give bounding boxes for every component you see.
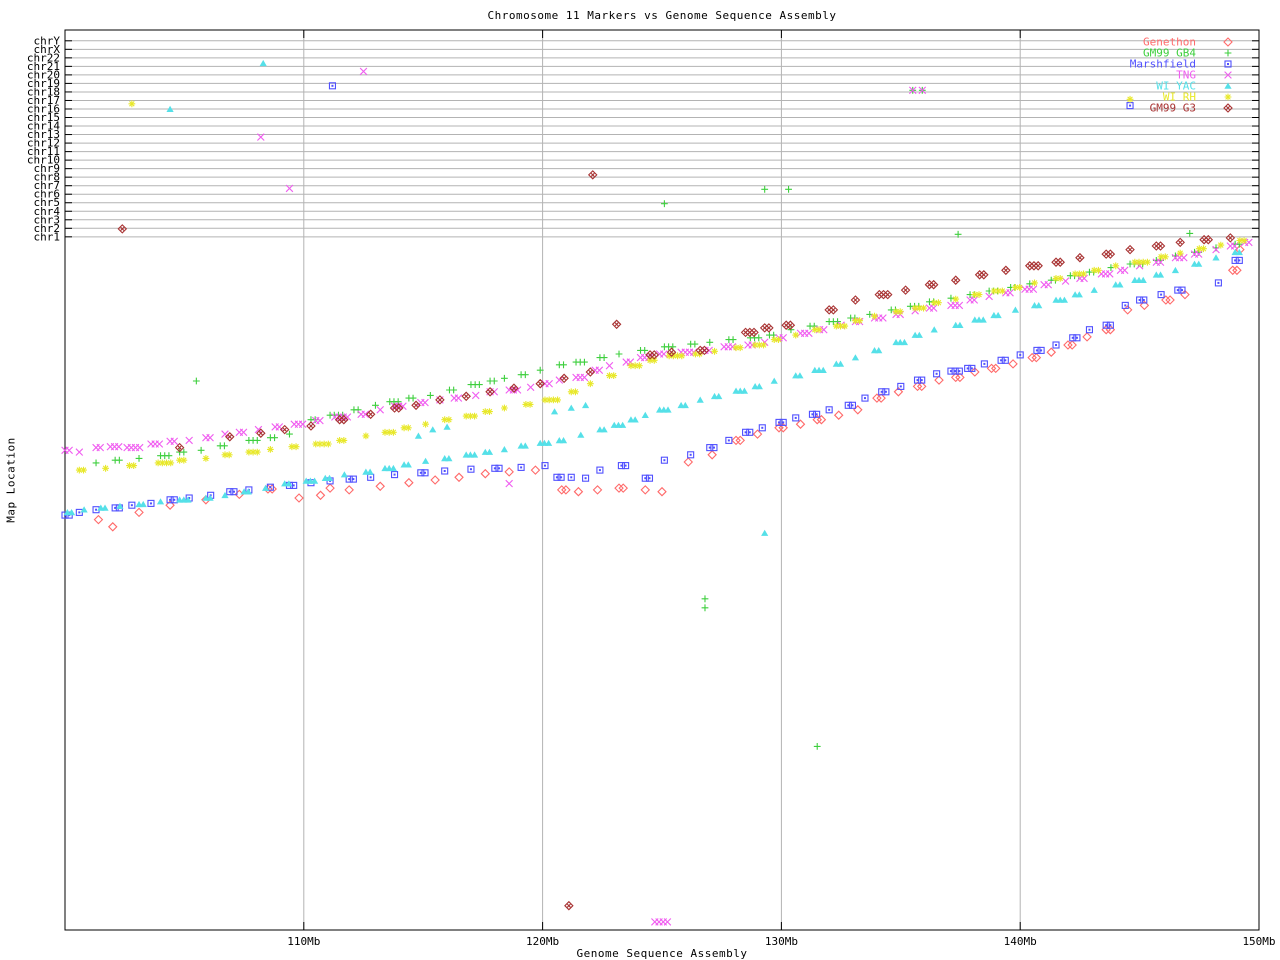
chart-title: Chromosome 11 Markers vs Genome Sequence… xyxy=(487,9,837,22)
legend-item-gm99g3: GM99 G3 xyxy=(1150,102,1233,115)
axis-layer xyxy=(64,29,1260,931)
y-axis-label: Map Location xyxy=(4,437,18,523)
legend-item-gm99gb4: GM99 GB4 xyxy=(1143,47,1232,60)
legend-item-wiyac: WI YAC xyxy=(1156,80,1232,93)
x-tick-labels: 110Mb 120Mb 130Mb 140Mb 150Mb xyxy=(287,935,1275,948)
chromosome-label-chr4: chr4 xyxy=(34,205,61,218)
chromosome-label-chr6: chr6 xyxy=(34,188,61,201)
chromosome-label-chr18: chr18 xyxy=(27,85,60,98)
chromosome-labels: chrYchrXchr22chr21chr20chr19chr18chr17ch… xyxy=(27,34,60,243)
legend-label: WI RH xyxy=(1163,91,1196,104)
legend-item-genethon: Genethon xyxy=(1143,36,1233,49)
chromosome-label-chrX: chrX xyxy=(34,43,61,56)
chromosome-label-chr10: chr10 xyxy=(27,154,60,167)
chromosome-label-chr21: chr21 xyxy=(27,60,60,73)
chromosome-label-chr9: chr9 xyxy=(34,162,61,175)
legend-label: GM99 G3 xyxy=(1150,102,1196,115)
x-tick-label: 130Mb xyxy=(765,935,798,948)
legend-item-marshfield: Marshfield xyxy=(1130,58,1232,71)
chromosome-label-chr11: chr11 xyxy=(27,145,60,158)
legend-item-wirh: WI RH xyxy=(1163,91,1232,104)
chromosome-label-chr5: chr5 xyxy=(34,196,61,209)
chromosome-label-chr13: chr13 xyxy=(27,128,60,141)
x-axis-label: Genome Sequence Assembly xyxy=(576,947,748,960)
legend-label: Marshfield xyxy=(1130,58,1196,71)
chromosome-label-chr22: chr22 xyxy=(27,51,60,64)
series-wiyac xyxy=(63,59,1243,536)
x-tick-label: 150Mb xyxy=(1242,935,1275,948)
chromosome-label-chr14: chr14 xyxy=(27,120,60,133)
chromosome-label-chr7: chr7 xyxy=(34,179,61,192)
x-tick-label: 120Mb xyxy=(526,935,559,948)
chromosome-label-chr20: chr20 xyxy=(27,68,60,81)
chromosome-label-chr12: chr12 xyxy=(27,137,60,150)
chromosome-label-chrY: chrY xyxy=(34,34,61,47)
legend-label: GM99 GB4 xyxy=(1143,47,1196,60)
series-wirh xyxy=(75,95,1248,474)
chromosome-label-chr16: chr16 xyxy=(27,102,60,115)
series-gm99gb4 xyxy=(92,86,1243,750)
chromosome-label-chr19: chr19 xyxy=(27,77,60,90)
x-tick-label: 140Mb xyxy=(1004,935,1037,948)
chromosome-label-chr17: chr17 xyxy=(27,94,60,107)
series-tng xyxy=(61,67,1253,926)
chromosome-label-chr15: chr15 xyxy=(27,111,60,124)
chromosome-label-chr8: chr8 xyxy=(34,171,61,184)
legend-item-tng: TNG xyxy=(1176,69,1232,82)
chromosome-label-chr2: chr2 xyxy=(34,222,61,235)
chromosome-label-chr1: chr1 xyxy=(34,230,61,243)
legend-label: TNG xyxy=(1176,69,1196,82)
x-tick-label: 110Mb xyxy=(287,935,320,948)
legend-label: WI YAC xyxy=(1156,80,1196,93)
grid-layer xyxy=(65,30,1259,930)
series-gm99g3 xyxy=(117,170,1236,911)
legend-label: Genethon xyxy=(1143,36,1196,49)
chromosome-label-chr3: chr3 xyxy=(34,213,61,226)
